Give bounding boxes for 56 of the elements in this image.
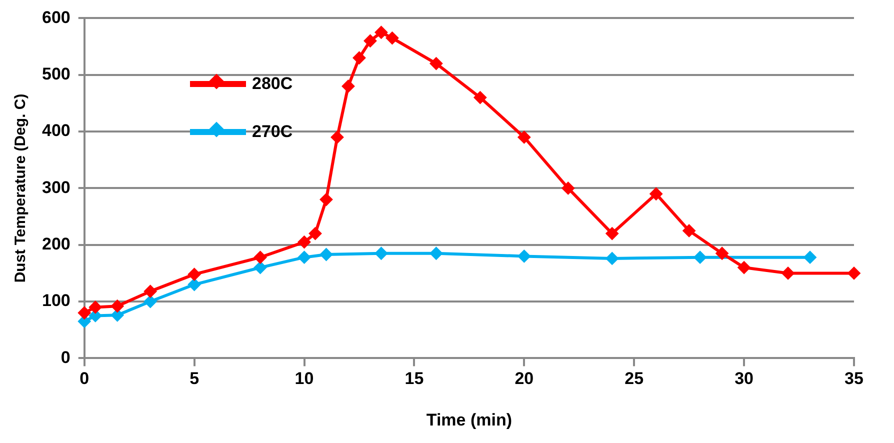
point	[474, 91, 487, 104]
point	[254, 261, 267, 274]
point	[374, 246, 388, 260]
y-tick-label: 400	[42, 121, 70, 140]
point	[254, 250, 267, 264]
point	[430, 246, 443, 260]
point	[848, 266, 860, 280]
point	[144, 295, 157, 308]
x-axis-title: Time (min)	[426, 410, 512, 430]
y-tick-label: 500	[42, 64, 70, 84]
x-tick-label: 15	[404, 369, 424, 388]
point	[738, 261, 751, 274]
x-tick-label: 35	[844, 369, 864, 388]
y-tick-label: 100	[42, 291, 70, 310]
y-tick-label: 0	[60, 348, 70, 367]
point	[694, 250, 707, 264]
x-tick-label: 25	[624, 369, 644, 388]
point	[716, 246, 729, 260]
point	[606, 227, 619, 240]
x-tick-label: 0	[80, 369, 90, 388]
point	[562, 182, 575, 195]
point	[342, 80, 355, 93]
point	[682, 224, 696, 238]
point	[386, 32, 399, 45]
legend-label: 280C	[252, 74, 293, 94]
y-tick-label: 200	[42, 234, 70, 254]
point	[782, 266, 795, 280]
point	[88, 300, 102, 314]
x-tick-label: 20	[514, 369, 534, 388]
point	[298, 250, 311, 264]
y-tick-label: 600	[42, 8, 70, 27]
point	[430, 57, 443, 70]
point	[320, 193, 333, 206]
x-tick-label: 5	[190, 369, 200, 388]
point	[308, 227, 322, 240]
point	[374, 26, 388, 39]
point	[298, 236, 311, 249]
point	[518, 250, 531, 263]
point	[650, 187, 663, 200]
legend-label: 270C	[252, 122, 293, 142]
y-axis-title: Dust Temperature (Deg. C)	[12, 94, 30, 283]
point	[78, 306, 91, 320]
point	[144, 284, 157, 298]
point	[518, 130, 531, 144]
point	[188, 278, 201, 292]
point	[804, 250, 817, 264]
y-tick-label: 300	[42, 178, 70, 197]
point	[352, 51, 366, 64]
x-tick-label: 10	[294, 369, 314, 388]
point	[110, 300, 124, 313]
point	[330, 130, 344, 144]
point	[188, 268, 201, 281]
point	[364, 34, 377, 48]
point	[320, 248, 333, 261]
x-tick-label: 30	[734, 369, 754, 388]
point	[606, 252, 619, 265]
